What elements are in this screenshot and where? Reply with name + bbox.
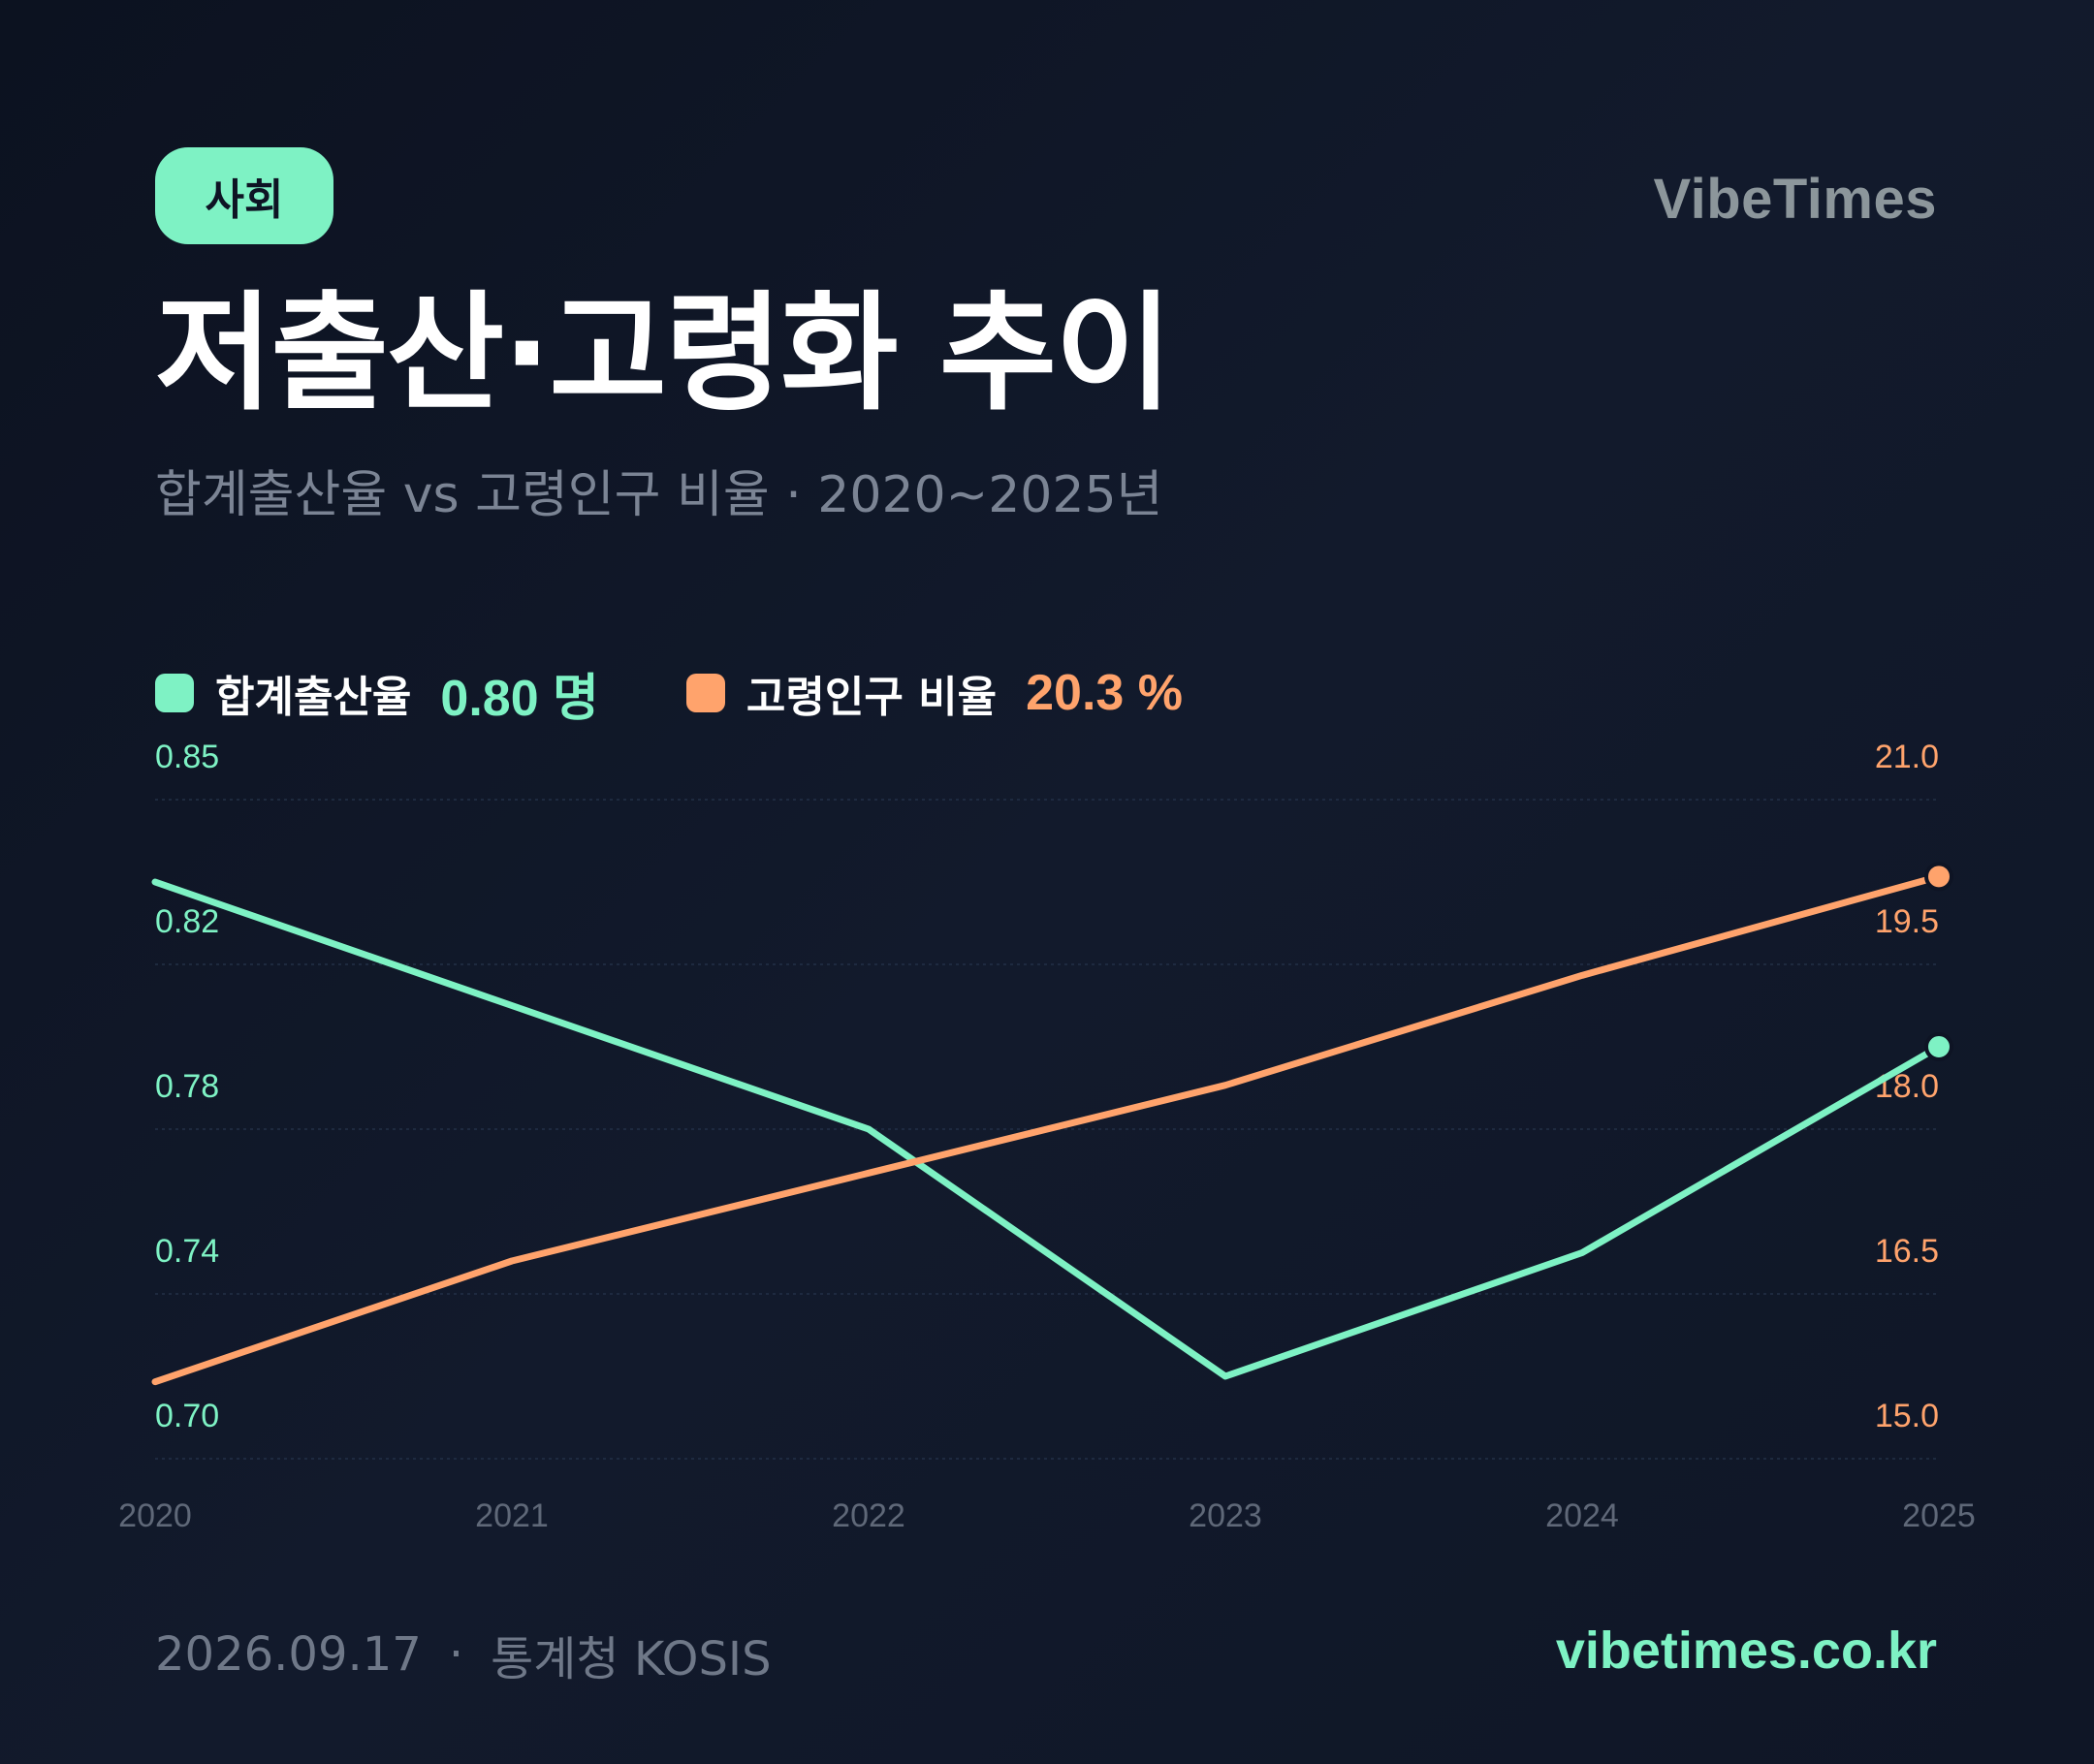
y-right-tick-label: 15.0	[1875, 1398, 1939, 1434]
footer-date: 2026.09.17	[155, 1627, 422, 1682]
footer-separator: ·	[448, 1627, 464, 1682]
y-right-tick-label: 16.5	[1875, 1233, 1939, 1270]
x-tick-label: 2021	[475, 1497, 549, 1534]
series-end-point-0	[1924, 1032, 1953, 1061]
series-line-1	[151, 872, 1943, 1386]
y-left-tick-label: 0.82	[155, 903, 219, 940]
chart-legend: 합계출산율 0.80 명 고령인구 비율 20.3 %	[155, 659, 1270, 727]
page-subtitle: 합계출산율 vs 고령인구 비율 · 2020~2025년	[155, 466, 1163, 524]
y-left-tick-label: 0.74	[155, 1233, 219, 1270]
y-left-tick-label: 0.78	[155, 1068, 219, 1105]
series-line-0	[151, 878, 1943, 1380]
legend-value-birth-rate: 0.80 명	[440, 670, 599, 727]
legend-label-elderly-ratio: 고령인구 비율	[746, 673, 998, 722]
category-badge: 사회	[155, 147, 333, 244]
x-tick-label: 2023	[1189, 1497, 1262, 1534]
y-right-tick-label: 21.0	[1875, 739, 1939, 775]
legend-swatch-elderly-ratio	[685, 674, 725, 712]
x-tick-label: 2022	[832, 1497, 905, 1534]
y-right-tick-label: 19.5	[1875, 903, 1939, 940]
y-right-tick-label: 18.0	[1875, 1068, 1939, 1105]
brand-logo: VibeTimes	[1653, 168, 1937, 231]
footer-meta: 2026.09.17 · 통계청 KOSIS	[155, 1621, 772, 1688]
legend-item-elderly-ratio: 고령인구 비율 20.3 %	[685, 662, 1183, 724]
x-tick-label: 2025	[1902, 1497, 1976, 1534]
series-end-point-1	[1924, 862, 1953, 892]
page-title: 저출산·고령화 추이	[155, 279, 1173, 428]
legend-swatch-birth-rate	[155, 674, 194, 712]
legend-label-birth-rate: 합계출산율	[215, 673, 412, 722]
x-tick-label: 2024	[1545, 1497, 1619, 1534]
footer-source: 통계청 KOSIS	[491, 1632, 772, 1686]
legend-value-elderly-ratio: 20.3 %	[1026, 665, 1183, 721]
y-left-tick-label: 0.85	[155, 739, 219, 775]
legend-item-birth-rate: 합계출산율 0.80 명	[155, 657, 599, 730]
x-tick-label: 2020	[118, 1497, 192, 1534]
footer-url[interactable]: vibetimes.co.kr	[1555, 1622, 1937, 1680]
y-left-tick-label: 0.70	[155, 1398, 219, 1434]
